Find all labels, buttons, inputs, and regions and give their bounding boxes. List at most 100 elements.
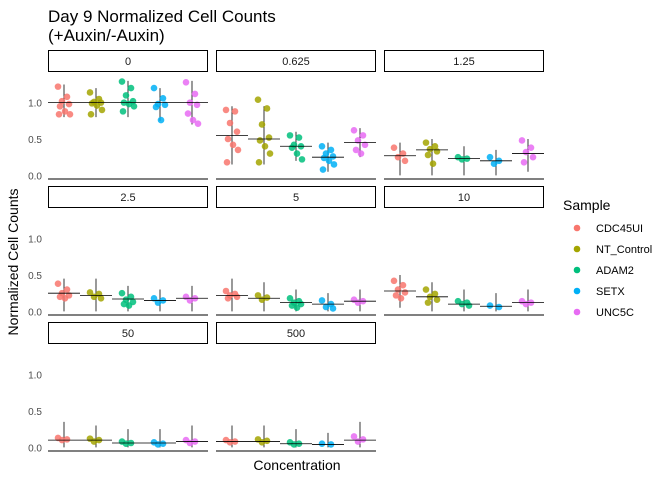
data-point (90, 293, 98, 301)
data-point (399, 281, 407, 289)
data-point (399, 150, 407, 157)
data-point (61, 294, 69, 302)
data-point (290, 441, 298, 448)
data-point (93, 102, 101, 109)
facet-panel: 1.25 (384, 50, 544, 180)
facet-panel: 0 0.0 0.5 1.0 (28, 50, 208, 182)
data-point (352, 146, 360, 154)
data-point (288, 302, 296, 309)
data-point (66, 110, 74, 118)
data-point (88, 100, 96, 107)
data-point (193, 101, 201, 109)
data-point (222, 287, 230, 295)
data-point (224, 135, 232, 143)
data-point (325, 157, 333, 165)
data-point (86, 89, 94, 96)
data-point (90, 438, 98, 445)
data-point (426, 145, 434, 153)
data-point (150, 294, 158, 302)
data-point (263, 105, 271, 112)
data-point (56, 293, 64, 301)
y-tick-label: 1.0 (28, 235, 42, 246)
data-point (357, 150, 365, 157)
data-point (318, 142, 326, 150)
data-point (233, 293, 241, 301)
data-point (401, 289, 409, 296)
data-point (486, 153, 494, 161)
data-point (422, 139, 430, 146)
data-point (433, 148, 441, 155)
data-point (122, 92, 130, 99)
x-axis-label: Concentration (253, 457, 340, 473)
data-point (154, 299, 162, 306)
data-point (54, 280, 62, 288)
data-point (354, 438, 362, 445)
data-point (529, 153, 537, 161)
data-point (127, 293, 135, 301)
data-point (392, 292, 400, 299)
data-point (120, 300, 128, 308)
data-point (298, 156, 306, 163)
data-point (329, 153, 337, 160)
data-point (354, 137, 362, 144)
data-point (263, 294, 271, 301)
facet-panel: 50 0.0 0.5 1.0 (28, 322, 208, 454)
facet-strip (216, 186, 376, 208)
facet-panel: 5 (216, 186, 376, 316)
data-point (184, 110, 192, 117)
facet-strip (384, 50, 544, 72)
data-point (394, 286, 402, 293)
data-point (157, 116, 165, 124)
legend-label: NT_Control (596, 244, 652, 256)
legend-label: CDC45UI (596, 223, 643, 235)
facet-panel: 0.625 (216, 50, 376, 180)
facet-label: 0 (125, 56, 131, 68)
data-point (161, 101, 169, 109)
y-tick-label: 0.5 (28, 271, 42, 282)
facet-panels: 00.00.51.00.625 1.252.50.00.51.05 10500.00… (28, 50, 544, 454)
data-point (424, 151, 432, 159)
data-point (63, 93, 71, 101)
data-point (522, 148, 530, 156)
facet-label: 10 (458, 192, 470, 204)
facet-strip (216, 322, 376, 344)
legend-label: ADAM2 (596, 265, 634, 277)
y-tick-label: 1.0 (28, 99, 42, 110)
data-point (320, 154, 328, 162)
y-tick-label: 0.0 (28, 307, 42, 318)
data-point (226, 119, 234, 127)
data-point (527, 144, 535, 152)
data-point (255, 158, 263, 166)
data-point (194, 120, 202, 128)
data-point (266, 150, 274, 157)
data-point (288, 144, 296, 152)
facet-label: 500 (287, 328, 305, 340)
data-point (263, 437, 271, 445)
data-point (401, 157, 409, 165)
data-point (222, 106, 230, 114)
facet-strip (384, 186, 544, 208)
data-point (490, 160, 498, 168)
data-point (87, 110, 95, 118)
data-point (431, 142, 439, 150)
data-point (182, 78, 190, 86)
facet-panel: 2.5 0.0 0.5 1.0 (28, 186, 208, 318)
facet-label: 50 (122, 328, 134, 340)
data-point (397, 294, 405, 302)
legend-title: Sample (563, 197, 611, 213)
legend-marker (573, 224, 581, 232)
data-point (359, 132, 367, 139)
data-point (186, 297, 194, 304)
legend-label: UNC5C (596, 307, 634, 319)
data-point (130, 102, 138, 110)
data-point (429, 160, 437, 168)
data-point (154, 441, 162, 448)
data-point (152, 103, 160, 111)
facet-panel: 500 (216, 322, 376, 452)
data-point (223, 158, 231, 166)
data-point (118, 289, 126, 297)
data-point (265, 134, 273, 141)
data-point (186, 439, 194, 447)
data-point (329, 305, 337, 312)
